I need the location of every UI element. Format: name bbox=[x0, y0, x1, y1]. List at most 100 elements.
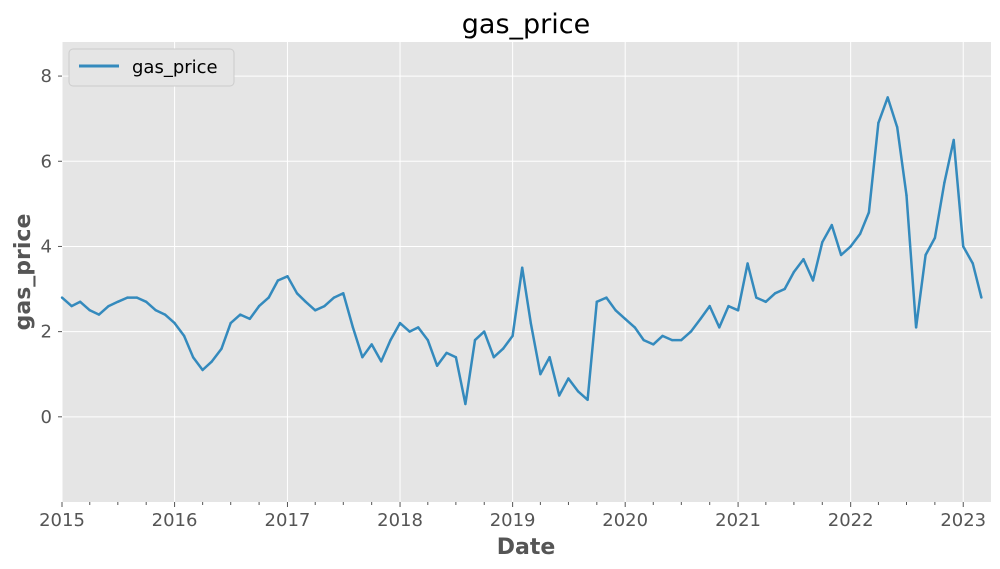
data-point bbox=[905, 194, 908, 197]
chart-title: gas_price bbox=[462, 9, 590, 40]
data-point bbox=[980, 296, 983, 299]
data-point bbox=[239, 313, 242, 316]
x-tick-label: 2017 bbox=[265, 510, 311, 531]
series-group bbox=[60, 96, 983, 406]
data-point bbox=[642, 338, 645, 342]
data-point bbox=[567, 377, 570, 380]
data-point bbox=[201, 368, 204, 372]
axis-ticks: 0 2 4 6 8 2015 2016 2017 2018 2019 2020 2021 2022 202… bbox=[39, 66, 986, 531]
data-point bbox=[370, 343, 373, 346]
data-point bbox=[267, 296, 270, 299]
data-point bbox=[473, 338, 477, 342]
data-point bbox=[914, 326, 918, 329]
data-point bbox=[952, 138, 955, 142]
legend-box bbox=[68, 48, 235, 87]
y-tick-label: 6 bbox=[41, 151, 52, 172]
data-point bbox=[971, 262, 974, 265]
data-point bbox=[718, 326, 721, 329]
data-point bbox=[886, 96, 889, 99]
data-point bbox=[746, 262, 749, 265]
x-tick-label: 2018 bbox=[377, 510, 423, 531]
data-point bbox=[802, 258, 805, 261]
data-point bbox=[145, 300, 148, 303]
x-tick-label: 2019 bbox=[490, 510, 536, 531]
data-point bbox=[97, 313, 101, 316]
data-point bbox=[220, 347, 223, 350]
data-point bbox=[380, 360, 383, 363]
data-point bbox=[173, 321, 176, 325]
data-point bbox=[867, 211, 871, 214]
x-tick-label: 2022 bbox=[828, 510, 874, 531]
data-point bbox=[314, 309, 317, 312]
data-point bbox=[529, 321, 532, 325]
data-point bbox=[248, 317, 251, 321]
data-point bbox=[107, 304, 110, 308]
data-point bbox=[445, 351, 448, 355]
data-point bbox=[323, 304, 326, 308]
data-point bbox=[849, 245, 852, 248]
data-point bbox=[962, 245, 965, 248]
data-point bbox=[492, 356, 495, 359]
data-point bbox=[116, 300, 120, 303]
data-point bbox=[859, 232, 862, 235]
data-point bbox=[332, 296, 336, 299]
data-point bbox=[521, 266, 524, 269]
data-point bbox=[614, 309, 617, 312]
data-point bbox=[342, 292, 345, 295]
legend-label: gas_price bbox=[132, 57, 218, 78]
data-point bbox=[605, 296, 608, 299]
data-point bbox=[276, 279, 280, 282]
data-point bbox=[182, 334, 186, 338]
data-point bbox=[286, 275, 289, 278]
y-tick-label: 8 bbox=[41, 66, 52, 87]
data-point bbox=[736, 309, 740, 312]
data-point bbox=[417, 326, 420, 329]
data-point bbox=[839, 253, 843, 257]
data-point bbox=[652, 343, 655, 346]
data-point bbox=[558, 394, 561, 397]
data-point bbox=[464, 402, 467, 406]
data-point bbox=[670, 338, 674, 342]
data-point bbox=[933, 236, 937, 240]
data-point bbox=[79, 300, 82, 303]
data-point bbox=[361, 356, 364, 359]
data-point bbox=[943, 181, 946, 184]
grid-lines bbox=[61, 42, 991, 502]
data-point bbox=[624, 317, 627, 321]
data-point bbox=[70, 304, 73, 308]
data-point bbox=[304, 300, 307, 303]
data-point bbox=[426, 338, 429, 342]
data-point bbox=[821, 241, 824, 244]
x-tick-label: 2016 bbox=[152, 510, 198, 531]
legend: gas_price bbox=[68, 48, 235, 87]
data-point bbox=[126, 296, 129, 299]
data-point bbox=[191, 356, 195, 359]
data-point bbox=[389, 338, 392, 342]
y-axis-label: gas_price bbox=[11, 214, 36, 331]
plot-area bbox=[62, 42, 991, 502]
x-axis-label: Date bbox=[497, 535, 556, 560]
data-point bbox=[351, 326, 355, 329]
data-point bbox=[727, 304, 730, 308]
data-point bbox=[792, 270, 796, 274]
data-point bbox=[586, 398, 589, 401]
data-point bbox=[680, 338, 683, 342]
data-point bbox=[501, 347, 505, 350]
data-point bbox=[689, 330, 693, 333]
data-point bbox=[830, 223, 833, 227]
y-tick-label: 0 bbox=[41, 407, 52, 428]
data-point bbox=[877, 121, 880, 125]
x-tick-label: 2021 bbox=[715, 510, 761, 531]
data-point bbox=[88, 309, 92, 312]
data-point bbox=[548, 356, 551, 359]
data-point bbox=[154, 309, 157, 312]
data-point bbox=[755, 296, 758, 299]
data-point bbox=[454, 356, 458, 359]
data-point bbox=[595, 300, 598, 303]
data-point bbox=[699, 317, 702, 321]
data-point bbox=[408, 330, 411, 333]
data-point bbox=[60, 296, 64, 299]
data-point bbox=[576, 390, 580, 393]
data-point bbox=[135, 296, 139, 299]
